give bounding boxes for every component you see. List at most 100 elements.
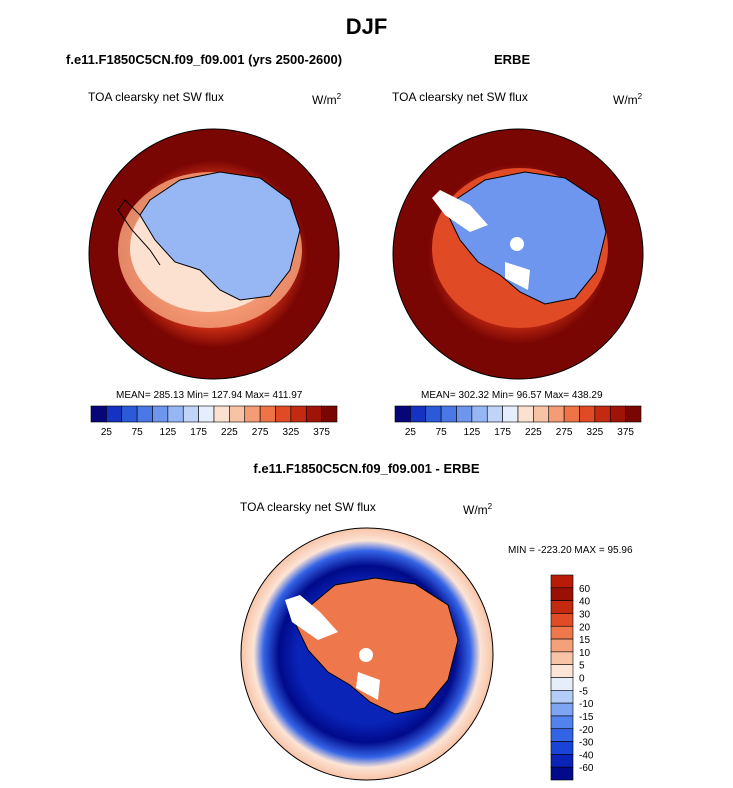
left-colorbar-box-4 — [152, 405, 169, 423]
diff-map-antarctica — [295, 577, 459, 715]
left-colorbar-box-3 — [136, 405, 153, 423]
right-colorbar-box-15 — [625, 405, 642, 423]
left-map — [88, 128, 340, 380]
diff-colorbar-box-11 — [550, 715, 574, 730]
diff-map-pole-hole — [359, 648, 373, 662]
diff-colorbar-tick-label: 5 — [579, 661, 585, 672]
right-map-pole-hole — [510, 237, 524, 251]
diff-colorbar-tick-label: -10 — [579, 699, 594, 710]
diff-colorbar-tick-label: 40 — [579, 597, 591, 608]
left-colorbar-box-10 — [244, 405, 261, 423]
diff-map-ice-shelf — [356, 672, 380, 700]
diff-colorbar-tick-label: 15 — [579, 635, 591, 646]
figure-title: DJF — [345, 14, 388, 39]
diff-map-border — [240, 527, 494, 781]
left-variable-label: TOA clearsky net SW flux — [88, 90, 224, 104]
diff-colorbar-box-9 — [550, 690, 574, 704]
left-colorbar-box-1 — [106, 405, 123, 423]
right-map-ocean — [393, 129, 643, 379]
left-colorbar-tick-label: 225 — [221, 427, 238, 438]
left-map-ring-pale — [130, 184, 286, 312]
diff-colorbar-box-3 — [550, 613, 574, 627]
left-colorbar-box-2 — [121, 405, 138, 423]
diff-colorbar-box-4 — [550, 625, 574, 640]
diff-colorbar-box-0 — [550, 574, 574, 589]
right-colorbar-tick-label: 75 — [436, 427, 448, 438]
right-case-title: ERBE — [494, 52, 531, 67]
diff-colorbar-box-7 — [550, 664, 574, 678]
left-colorbar-box-13 — [290, 405, 307, 423]
left-colorbar-box-8 — [213, 405, 230, 423]
right-colorbar-box-12 — [579, 405, 596, 423]
diff-stats: MIN = -223.20 MAX = 95.96 — [508, 545, 633, 556]
left-map-ring-orange — [118, 172, 302, 328]
right-colorbar-box-0 — [394, 405, 411, 423]
diff-colorbar-tick-label: 20 — [579, 622, 591, 633]
diff-colorbar-tick-label: 0 — [579, 674, 585, 685]
diff-colorbar-box-2 — [550, 600, 574, 614]
right-stats: MEAN= 302.32 Min= 96.57 Max= 438.29 — [421, 390, 603, 401]
left-colorbar-box-15 — [321, 405, 338, 423]
right-units-label: W/m2 — [613, 92, 643, 107]
left-colorbar-box-9 — [229, 405, 246, 423]
diff-colorbar-box-8 — [550, 677, 574, 691]
left-units-label: W/m2 — [312, 92, 342, 107]
right-colorbar-box-6 — [486, 405, 503, 423]
left-colorbar-box-5 — [167, 405, 184, 423]
right-map — [392, 128, 644, 380]
diff-colorbar-tick-label: -5 — [579, 686, 588, 697]
right-colorbar-box-8 — [517, 405, 534, 423]
left-colorbar-box-14 — [305, 405, 322, 423]
right-colorbar-box-3 — [440, 405, 457, 423]
diff-map-ocean — [241, 528, 493, 780]
right-colorbar-box-5 — [471, 405, 488, 423]
left-colorbar-box-6 — [182, 405, 199, 423]
left-colorbar-box-12 — [275, 405, 292, 423]
diff-colorbar-tick-label: -40 — [579, 750, 594, 761]
right-colorbar-tick-label: 175 — [494, 427, 511, 438]
diff-colorbar-box-14 — [550, 754, 574, 768]
left-map-border — [88, 128, 340, 380]
diff-colorbar-tick-label: -20 — [579, 725, 594, 736]
diff-colorbar-box-6 — [550, 651, 574, 665]
diff-colorbar-tick-label: -30 — [579, 738, 594, 749]
right-colorbar-tick-label: 375 — [617, 427, 634, 438]
diff-colorbar-tick-label: -60 — [579, 763, 594, 774]
right-map-antarctica — [447, 171, 607, 305]
left-stats: MEAN= 285.13 Min= 127.94 Max= 411.97 — [116, 390, 303, 401]
left-colorbar-tick-label: 325 — [283, 427, 300, 438]
left-colorbar-tick-label: 75 — [132, 427, 144, 438]
left-map-antarctica — [139, 171, 301, 301]
right-colorbar-tick-label: 125 — [464, 427, 481, 438]
left-colorbar-box-11 — [259, 405, 276, 423]
right-colorbar-box-1 — [410, 405, 427, 423]
diff-colorbar-box-12 — [550, 728, 574, 742]
diff-units-label: W/m2 — [463, 502, 493, 517]
diff-colorbar-tick-label: 60 — [579, 584, 591, 595]
diff-colorbar-box-5 — [550, 638, 574, 653]
right-map-border — [392, 128, 644, 380]
diff-colorbar-box-13 — [550, 741, 574, 755]
left-colorbar-tick-label: 125 — [160, 427, 177, 438]
left-colorbar-tick-label: 375 — [313, 427, 330, 438]
diff-map — [240, 527, 494, 781]
diff-colorbar-box-15 — [550, 766, 574, 781]
right-colorbar-box-13 — [594, 405, 611, 423]
right-colorbar-box-11 — [563, 405, 580, 423]
left-map-ocean — [89, 129, 339, 379]
right-colorbar-box-10 — [548, 405, 565, 423]
diff-colorbar-tick-label: 10 — [579, 648, 591, 659]
right-colorbar-box-7 — [502, 405, 519, 423]
left-colorbar-tick-label: 25 — [101, 427, 113, 438]
right-colorbar-tick-label: 275 — [556, 427, 573, 438]
left-map-peninsula — [117, 199, 161, 266]
left-colorbar-box-0 — [90, 405, 107, 423]
right-colorbar-box-4 — [456, 405, 473, 423]
right-map-missing-data — [432, 190, 488, 232]
right-colorbar-box-14 — [609, 405, 626, 423]
right-variable-label: TOA clearsky net SW flux — [392, 90, 528, 104]
diff-colorbar-box-1 — [550, 587, 574, 601]
diff-case-title: f.e11.F1850C5CN.f09_f09.001 - ERBE — [253, 461, 480, 476]
